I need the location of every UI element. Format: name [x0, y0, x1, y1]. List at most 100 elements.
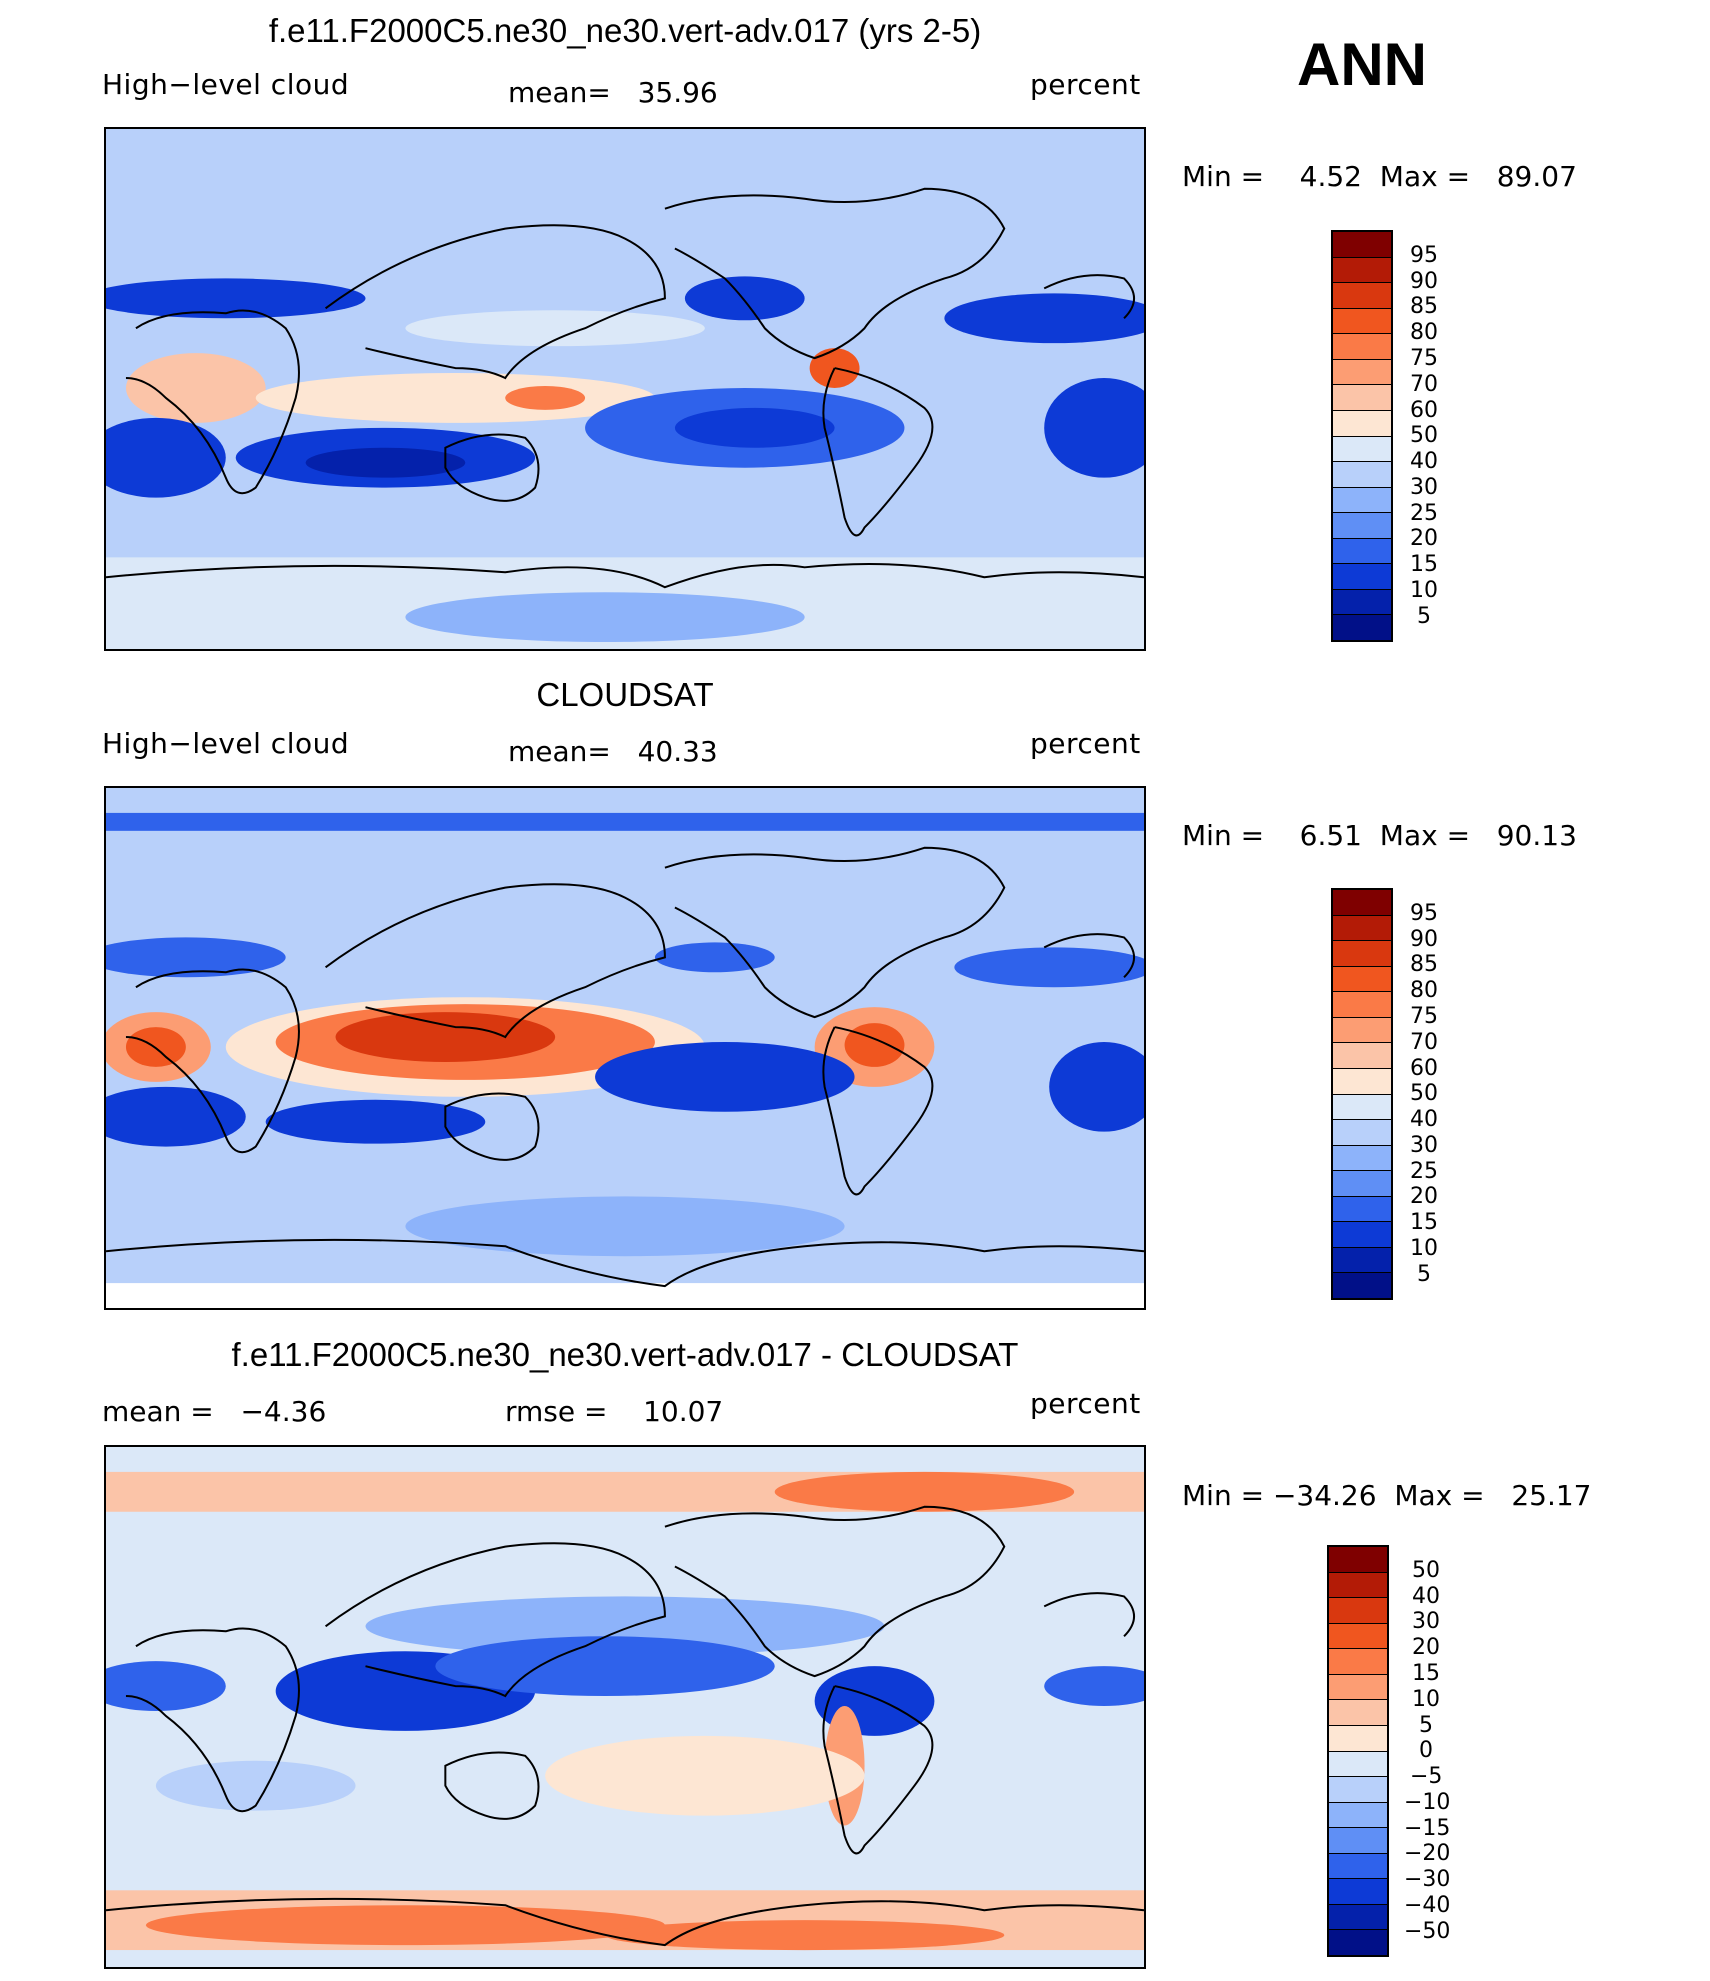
- colorbar-swatch: [1333, 1043, 1391, 1069]
- colorbar-tick-label: 95: [1410, 901, 1438, 926]
- field-patch: [1049, 1042, 1144, 1132]
- colorbar-swatch: [1333, 890, 1391, 916]
- field-patch: [265, 1099, 486, 1144]
- field-patch: [335, 1012, 556, 1062]
- field-patch: [125, 353, 266, 423]
- colorbar-tick-label: 70: [1410, 372, 1438, 397]
- colorbar-tick-label: 85: [1410, 294, 1438, 319]
- colorbar-swatch: [1333, 1247, 1391, 1274]
- colorbar-tick-label: −30: [1404, 1867, 1451, 1892]
- colorbar-tick-label: 40: [1410, 449, 1438, 474]
- field-patch: [405, 592, 805, 643]
- panel-2-units: percent: [1030, 727, 1141, 760]
- field-patch: [255, 373, 655, 423]
- colorbar-tick-label: 50: [1410, 1081, 1438, 1106]
- colorbar-swatch: [1333, 232, 1391, 258]
- colorbar-tick-label: 20: [1410, 1184, 1438, 1209]
- colorbar-swatch: [1333, 915, 1391, 942]
- colorbar-swatch: [1333, 410, 1391, 437]
- panel-2-variable-label: High−level cloud: [102, 727, 350, 760]
- field-patch: [435, 1636, 775, 1697]
- colorbar-swatch: [1329, 1674, 1387, 1701]
- colorbar-swatch: [1329, 1777, 1387, 1803]
- colorbar-tick-label: 40: [1410, 1107, 1438, 1132]
- colorbar-tick-label: 95: [1410, 243, 1438, 268]
- colorbar-swatch: [1333, 1094, 1391, 1121]
- colorbar-swatch: [1333, 1120, 1391, 1146]
- field-patch: [674, 407, 835, 448]
- colorbar-tick-label: 5: [1419, 1713, 1433, 1738]
- colorbar-swatch: [1333, 1017, 1391, 1044]
- colorbar-swatch: [1329, 1572, 1387, 1599]
- colorbar-tick-label: −50: [1404, 1919, 1451, 1944]
- colorbar-tick-label: −5: [1410, 1764, 1443, 1789]
- colorbar-swatch: [1329, 1828, 1387, 1854]
- field-patch: [595, 1042, 855, 1112]
- field-patch: [954, 947, 1144, 988]
- colorbar-tick-label: −20: [1404, 1841, 1451, 1866]
- field-patch: [305, 447, 466, 478]
- panel-2-minmax: Min = 6.51 Max = 90.13: [1182, 819, 1577, 852]
- panel-2-colorbar: [1331, 888, 1393, 1300]
- colorbar-tick-label: 20: [1410, 526, 1438, 551]
- colorbar-swatch: [1329, 1623, 1387, 1650]
- colorbar-swatch: [1333, 436, 1391, 463]
- panel-2-map-svg: [106, 788, 1144, 1308]
- colorbar-tick-label: 30: [1410, 1133, 1438, 1158]
- field-patch: [145, 1905, 665, 1946]
- colorbar-swatch: [1333, 1145, 1391, 1172]
- field-patch: [545, 1735, 865, 1816]
- colorbar-tick-label: 20: [1412, 1635, 1440, 1660]
- colorbar-tick-label: 5: [1417, 604, 1431, 629]
- colorbar-swatch: [1333, 359, 1391, 386]
- field-patch: [106, 278, 366, 319]
- field-patch: [125, 1027, 186, 1067]
- field-patch: [944, 293, 1144, 344]
- panel-2-map: [104, 786, 1146, 1310]
- panel-1-title: f.e11.F2000C5.ne30_ne30.vert-adv.017 (yr…: [268, 12, 982, 49]
- panel-3-colorbar: [1327, 1545, 1389, 1957]
- colorbar-tick-label: 85: [1410, 952, 1438, 977]
- colorbar-swatch: [1333, 589, 1391, 616]
- field-patch: [654, 942, 775, 973]
- field-patch: [106, 1086, 246, 1147]
- colorbar-swatch: [1333, 462, 1391, 488]
- colorbar-swatch: [1333, 308, 1391, 335]
- colorbar-swatch: [1333, 992, 1391, 1018]
- colorbar-swatch: [1333, 487, 1391, 514]
- field-patch: [505, 386, 586, 410]
- colorbar-swatch: [1333, 564, 1391, 590]
- colorbar-swatch: [1333, 1068, 1391, 1095]
- field-patch: [106, 937, 286, 978]
- colorbar-swatch: [1333, 1196, 1391, 1223]
- colorbar-swatch: [1329, 1802, 1387, 1829]
- colorbar-swatch: [1329, 1853, 1387, 1880]
- colorbar-swatch: [1333, 513, 1391, 539]
- colorbar-tick-label: 0: [1419, 1738, 1433, 1763]
- panel-3-rmse: rmse = 10.07: [505, 1395, 724, 1428]
- colorbar-swatch: [1333, 615, 1391, 640]
- colorbar-swatch: [1329, 1649, 1387, 1675]
- colorbar-swatch: [1333, 385, 1391, 411]
- coastlines: [106, 1505, 1144, 1947]
- colorbar-tick-label: −10: [1404, 1790, 1451, 1815]
- colorbar-swatch: [1333, 283, 1391, 309]
- colorbar-tick-label: 75: [1410, 346, 1438, 371]
- field-patch: [605, 1920, 1005, 1951]
- colorbar-swatch: [1333, 966, 1391, 993]
- colorbar-tick-label: −15: [1404, 1816, 1451, 1841]
- colorbar-tick-label: 15: [1410, 552, 1438, 577]
- panel-3-units: percent: [1030, 1387, 1141, 1420]
- panel-1-colorbar: [1331, 230, 1393, 642]
- field-patch: [1044, 1666, 1144, 1706]
- colorbar-swatch: [1333, 538, 1391, 565]
- colorbar-tick-label: 10: [1410, 1236, 1438, 1261]
- field-patch: [684, 276, 805, 321]
- panel-1-map: [104, 127, 1146, 651]
- panel-1-units: percent: [1030, 68, 1141, 101]
- colorbar-swatch: [1329, 1879, 1387, 1905]
- colorbar-tick-label: −40: [1404, 1893, 1451, 1918]
- colorbar-tick-label: 80: [1410, 320, 1438, 345]
- colorbar-swatch: [1333, 1222, 1391, 1248]
- colorbar-swatch: [1329, 1930, 1387, 1955]
